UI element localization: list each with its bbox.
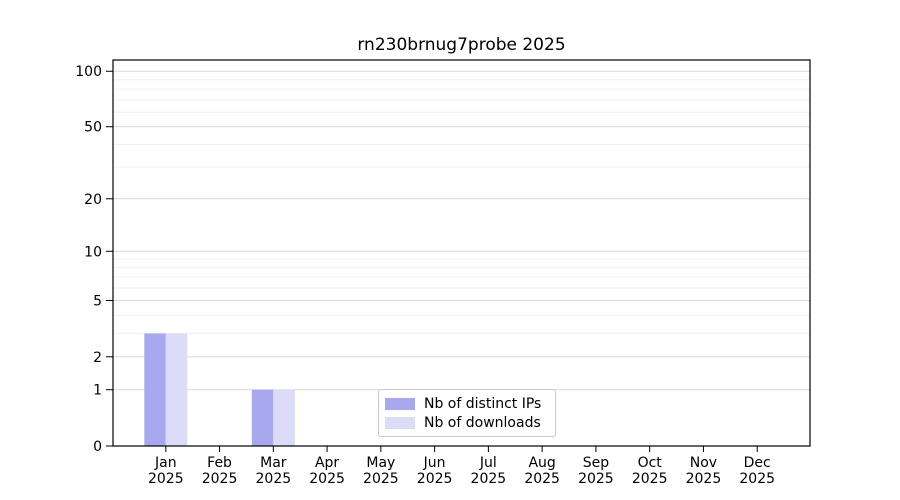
x-tick-label-month: Apr bbox=[315, 455, 339, 471]
y-tick-label: 100 bbox=[75, 64, 102, 80]
y-tick-label: 50 bbox=[84, 120, 102, 136]
x-tick-label-year: 2025 bbox=[471, 471, 507, 487]
legend-item-distinct-ips: Nb of distinct IPs bbox=[385, 396, 549, 412]
x-tick-label-year: 2025 bbox=[739, 471, 775, 487]
x-tick-label-month: Mar bbox=[260, 455, 287, 471]
y-tick-label: 0 bbox=[93, 439, 102, 455]
x-tick-label-month: Jan bbox=[154, 455, 177, 471]
legend-swatch-distinct-ips bbox=[385, 397, 415, 410]
legend-item-downloads: Nb of downloads bbox=[385, 415, 549, 431]
x-tick-label-year: 2025 bbox=[309, 471, 345, 487]
x-tick-label-month: Dec bbox=[744, 455, 771, 471]
x-tick-label-year: 2025 bbox=[202, 471, 238, 487]
x-tick-label-month: Jun bbox=[423, 455, 446, 471]
axes-spines bbox=[112, 59, 811, 447]
y-tick-label: 20 bbox=[84, 192, 102, 208]
x-tick-label-year: 2025 bbox=[363, 471, 399, 487]
x-tick-label-month: Jul bbox=[479, 455, 497, 471]
x-tick-label-month: Feb bbox=[207, 455, 232, 471]
x-tick-label-year: 2025 bbox=[256, 471, 292, 487]
x-tick-label-month: May bbox=[366, 455, 395, 471]
bar-distinct-ips-mar bbox=[251, 389, 274, 446]
x-tick-label-year: 2025 bbox=[578, 471, 614, 487]
x-tick-label-month: Nov bbox=[690, 455, 717, 471]
x-tick-label-year: 2025 bbox=[417, 471, 453, 487]
x-tick-label-year: 2025 bbox=[524, 471, 560, 487]
legend-label-downloads: Nb of downloads bbox=[424, 414, 541, 431]
y-tick-label: 2 bbox=[93, 350, 102, 366]
bar-downloads-mar bbox=[273, 389, 295, 446]
x-tick-label-month: Oct bbox=[638, 455, 663, 471]
legend-label-distinct-ips: Nb of distinct IPs bbox=[424, 395, 542, 412]
y-tick-label: 10 bbox=[84, 244, 102, 260]
x-tick-label-year: 2025 bbox=[632, 471, 668, 487]
bar-distinct-ips-jan bbox=[144, 333, 166, 446]
legend: Nb of distinct IPs Nb of downloads bbox=[378, 389, 556, 437]
x-tick-label-month: Sep bbox=[583, 455, 610, 471]
y-tick-label: 1 bbox=[93, 383, 102, 399]
x-tick-label-month: Aug bbox=[528, 455, 555, 471]
y-tick-label: 5 bbox=[93, 294, 102, 310]
x-tick-label-year: 2025 bbox=[686, 471, 722, 487]
chart-title: rn230brnug7probe 2025 bbox=[357, 35, 566, 55]
bar-downloads-jan bbox=[165, 333, 188, 446]
x-tick-label-year: 2025 bbox=[148, 471, 184, 487]
legend-swatch-downloads bbox=[385, 416, 415, 429]
